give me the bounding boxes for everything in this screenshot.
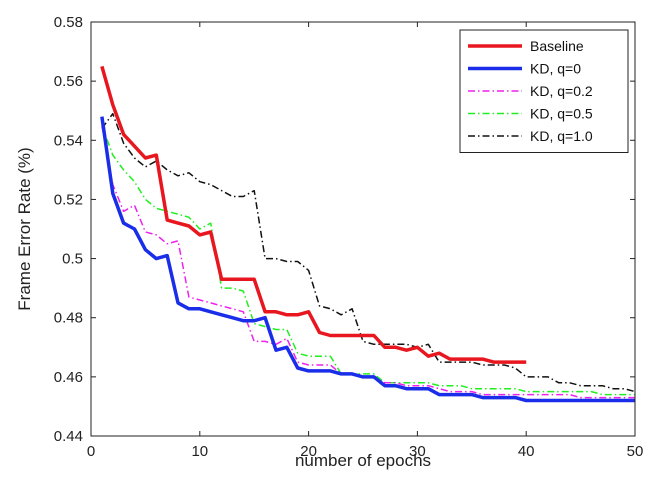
series-line-2 [101,125,635,399]
x-tick-label: 0 [87,443,95,460]
legend-label: KD, q=0.2 [530,83,593,99]
x-tick-label: 40 [518,443,535,460]
y-tick-label: 0.48 [54,310,83,327]
ticks-layer: 0 10 20 30 40 50 0.44 0.46 0.48 0.5 0.52 0.54 0.56 0.… [54,14,644,460]
x-tick-label: 50 [627,443,644,460]
series-line-0 [100,65,527,364]
x-axis-label: number of epochs [295,451,431,470]
x-tick-label: 30 [409,443,426,460]
x-tick-label: 20 [300,443,317,460]
y-tick-label: 0.54 [54,132,83,149]
series-line-3 [101,125,635,396]
y-tick-label: 0.56 [54,73,83,90]
plot-frame [90,21,636,437]
y-axis-label: Frame Error Rate (%) [15,147,34,310]
y-tick-label: 0.46 [54,369,83,386]
y-tick-label: 0.44 [54,428,83,445]
series-line-4 [101,112,636,393]
legend-label: KD, q=1.0 [530,128,593,144]
y-tick-label: 0.52 [54,191,83,208]
legend-label: KD, q=0 [530,61,581,77]
y-tick-label: 0.5 [62,251,83,268]
series-line-1 [100,116,635,403]
series-layer [100,65,636,403]
legend: Baseline KD, q=0 KD, q=0.2 KD, q=0.5 KD, q=1… [459,29,629,153]
x-tick-label: 10 [191,443,208,460]
legend-label: KD, q=0.5 [530,106,593,122]
y-tick-label: 0.58 [54,14,83,31]
legend-label: Baseline [530,38,584,54]
